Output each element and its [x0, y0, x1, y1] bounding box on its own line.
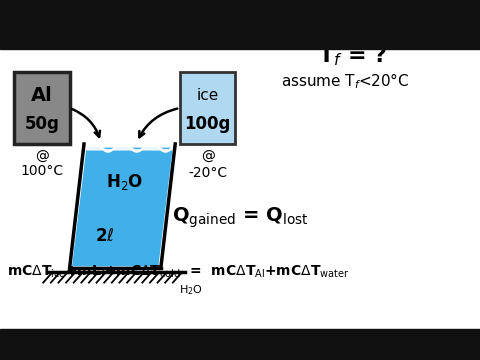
Text: Q$_{\rm gained}$ = Q$_{\rm lost}$: Q$_{\rm gained}$ = Q$_{\rm lost}$ [172, 206, 308, 230]
Text: mC$\Delta$T$_{\rm ice}$+mL$_f$+mC$\Delta$T$_{\rm cold}$  =  mC$\Delta$T$_{\rm Al: mC$\Delta$T$_{\rm ice}$+mL$_f$+mC$\Delta… [7, 264, 349, 280]
Text: Al: Al [31, 86, 53, 104]
FancyBboxPatch shape [180, 72, 235, 144]
Text: ice: ice [196, 87, 219, 103]
Text: assume T$_f$<20°C: assume T$_f$<20°C [281, 71, 410, 91]
Text: 100°C: 100°C [21, 164, 64, 178]
Bar [0, 329, 480, 360]
Text: -20°C: -20°C [188, 166, 228, 180]
Text: H$_2$O: H$_2$O [179, 283, 203, 297]
Text: T$_f$ = ?: T$_f$ = ? [318, 44, 387, 68]
Text: @: @ [201, 150, 215, 163]
Bar [0, 0, 480, 49]
Bar [0, 49, 480, 329]
Text: 100g: 100g [184, 115, 231, 133]
Text: 2$\ell$: 2$\ell$ [95, 227, 114, 245]
Text: H$_2$O: H$_2$O [106, 172, 144, 192]
Text: @: @ [36, 150, 49, 163]
Polygon shape [72, 148, 173, 266]
FancyBboxPatch shape [14, 72, 70, 144]
Text: 50g: 50g [24, 115, 60, 133]
